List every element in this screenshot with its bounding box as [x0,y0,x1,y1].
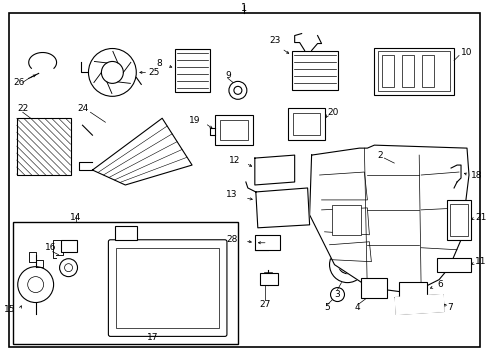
FancyBboxPatch shape [108,240,226,336]
Text: 2: 2 [377,150,382,159]
Bar [374,48,453,95]
Text: 13: 13 [226,190,237,199]
Circle shape [330,288,344,302]
Circle shape [60,259,78,276]
Text: 17: 17 [146,333,158,342]
Text: 24: 24 [77,104,88,113]
Circle shape [121,242,131,252]
Bar [402,55,413,87]
Bar [292,113,319,135]
Circle shape [88,49,136,96]
Bar [446,200,470,240]
Circle shape [338,256,356,274]
Circle shape [101,62,123,84]
Text: 25: 25 [148,68,159,77]
Polygon shape [394,294,443,315]
Text: 7: 7 [446,303,452,312]
Bar [382,55,393,87]
Circle shape [28,276,43,293]
Polygon shape [255,188,309,228]
Bar [378,51,449,91]
Text: 10: 10 [460,48,471,57]
Bar [398,282,427,300]
Text: 15: 15 [4,305,16,314]
Text: 1: 1 [240,3,246,13]
Bar [449,204,467,236]
Bar [259,273,277,285]
Text: 5: 5 [324,303,330,312]
Text: 8: 8 [156,59,162,68]
Text: 18: 18 [470,171,482,180]
Text: 16: 16 [45,243,56,252]
Bar [61,240,76,252]
Circle shape [449,188,457,196]
Circle shape [339,200,359,220]
Text: 22: 22 [17,104,28,113]
Text: 26: 26 [13,78,24,87]
Bar [175,49,209,92]
Text: 23: 23 [268,36,280,45]
Bar [436,258,470,272]
Bar [331,205,361,235]
Text: 28: 28 [226,235,237,244]
Text: 11: 11 [474,257,486,266]
Circle shape [233,86,242,94]
Bar [291,50,337,90]
Bar [115,226,137,240]
Bar [287,108,324,140]
Circle shape [18,267,54,302]
Bar [17,118,70,175]
Bar [116,248,219,328]
Bar [361,278,386,298]
Polygon shape [92,118,192,185]
Polygon shape [254,155,294,185]
Bar [13,222,237,345]
Circle shape [64,264,72,272]
Text: 27: 27 [259,300,270,309]
Circle shape [329,247,365,283]
Text: 14: 14 [70,213,81,222]
Text: 21: 21 [474,213,486,222]
Bar [254,235,279,250]
Text: 4: 4 [354,303,360,312]
Text: 3: 3 [334,290,340,299]
Text: 19: 19 [188,116,200,125]
Bar [421,55,433,87]
Circle shape [228,81,246,99]
Text: 9: 9 [224,71,230,80]
Text: 6: 6 [436,280,442,289]
Circle shape [298,117,310,129]
Text: 12: 12 [228,156,240,165]
Polygon shape [309,145,468,292]
Bar [220,120,247,140]
Bar [215,115,252,145]
Text: 20: 20 [327,108,338,117]
Circle shape [343,261,351,269]
